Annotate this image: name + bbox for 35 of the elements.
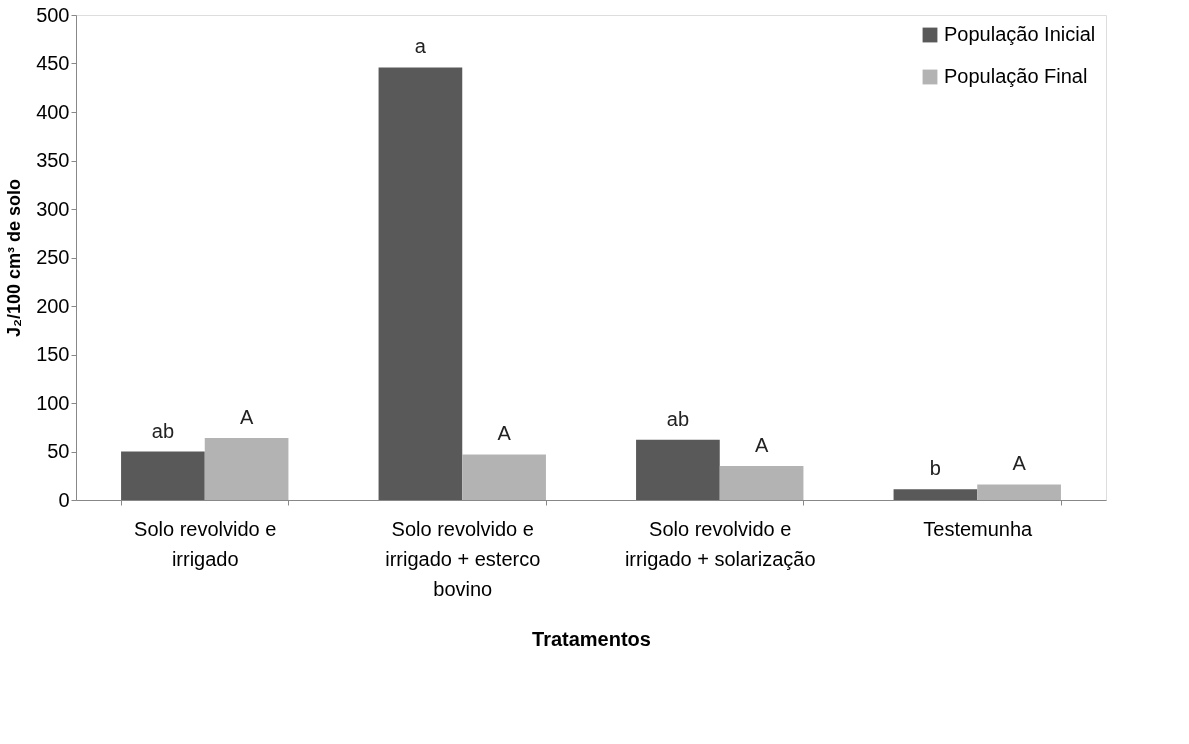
x-tick-label: Testemunha — [923, 517, 1034, 540]
y-tick-label: 350 — [36, 149, 70, 171]
data-label: A — [239, 405, 254, 428]
x-axis-title: Tratamentos — [532, 627, 651, 650]
x-tick-label: Solo revolvido e irrigado — [134, 517, 277, 570]
bar — [977, 484, 1061, 500]
y-axis-title: J₂/100 cm³ de solo — [4, 178, 25, 338]
bar — [719, 466, 804, 500]
y-tick-label: 150 — [36, 343, 70, 365]
y-tick-label: 200 — [36, 294, 70, 317]
bar — [893, 489, 978, 500]
y-tick-label: 450 — [36, 52, 70, 74]
y-tick-label: 500 — [36, 3, 70, 26]
data-label: A — [497, 422, 512, 445]
y-tick-label: 50 — [47, 440, 70, 462]
data-label: b — [929, 457, 941, 480]
legend-label: População Inicial — [944, 23, 1096, 45]
data-label: ab — [151, 419, 175, 442]
x-tick-label: Solo revolvido e irrigado + esterco bovino — [385, 517, 541, 600]
bar — [636, 439, 720, 500]
legend-label: População Final — [944, 65, 1088, 87]
bar — [121, 451, 205, 500]
y-tick-label: 400 — [36, 100, 70, 123]
data-label: A — [1012, 452, 1027, 475]
y-tick-label: 300 — [36, 197, 70, 220]
bar — [462, 454, 546, 500]
y-tick-label: 250 — [36, 246, 70, 268]
data-label: A — [754, 434, 769, 457]
y-tick-label: 0 — [58, 488, 70, 511]
y-tick-label: 100 — [36, 391, 70, 414]
data-label: ab — [666, 407, 690, 430]
bar — [204, 437, 289, 500]
x-tick-label: Solo revolvido e irrigado + solarização — [624, 517, 816, 570]
data-label: a — [414, 35, 427, 58]
bar — [378, 67, 463, 500]
